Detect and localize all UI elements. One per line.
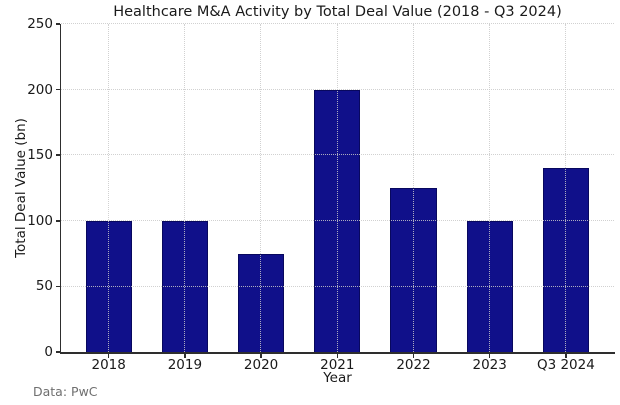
x-tick-label: Q3 2024 <box>536 357 595 373</box>
y-tick-mark <box>55 220 60 222</box>
x-tick-mark <box>412 353 415 358</box>
source-note: Data: PwC <box>33 384 98 399</box>
chart-title: Healthcare M&A Activity by Total Deal Va… <box>113 4 562 20</box>
v-gridline <box>488 24 490 352</box>
x-tick-label: 2022 <box>396 357 431 373</box>
v-gridline <box>260 24 262 352</box>
v-gridline <box>412 24 414 352</box>
y-tick-mark <box>55 88 60 91</box>
v-gridline <box>336 24 338 352</box>
x-tick-label: 2018 <box>91 357 126 373</box>
x-tick-label: 2019 <box>167 357 203 373</box>
x-tick-mark <box>107 353 110 358</box>
x-tick-label: 2023 <box>472 357 507 373</box>
y-tick-label: 50 <box>35 278 53 295</box>
x-tick-mark <box>488 353 491 358</box>
y-tick-label: 100 <box>27 212 53 229</box>
x-tick-label: 2020 <box>243 357 279 373</box>
x-tick-mark <box>260 353 262 358</box>
y-tick-label: 150 <box>27 147 53 164</box>
h-gridline <box>61 23 614 25</box>
v-gridline <box>565 24 567 352</box>
plot-area: 0 50 100 150 200 250 2018 2019 2020 2021 2022 2023 Q… <box>27 16 615 373</box>
y-tick-label: 250 <box>27 16 53 32</box>
x-tick-label: 2021 <box>320 357 355 373</box>
y-tick-mark <box>55 285 60 288</box>
x-tick-mark <box>336 353 339 358</box>
v-gridline <box>184 24 186 352</box>
y-tick-mark <box>55 351 60 353</box>
y-tick-label: 200 <box>27 81 53 98</box>
x-tick-mark <box>184 353 186 358</box>
y-axis-spine <box>59 24 61 354</box>
y-tick-mark <box>55 154 60 156</box>
y-tick-mark <box>55 23 60 25</box>
y-tick-label: 0 <box>44 344 53 360</box>
x-axis-label: Year <box>323 370 352 386</box>
v-gridline <box>107 24 109 352</box>
y-axis-label: Total Deal Value (bn) <box>13 118 29 258</box>
x-axis-spine <box>59 352 615 354</box>
x-tick-mark <box>565 353 567 358</box>
